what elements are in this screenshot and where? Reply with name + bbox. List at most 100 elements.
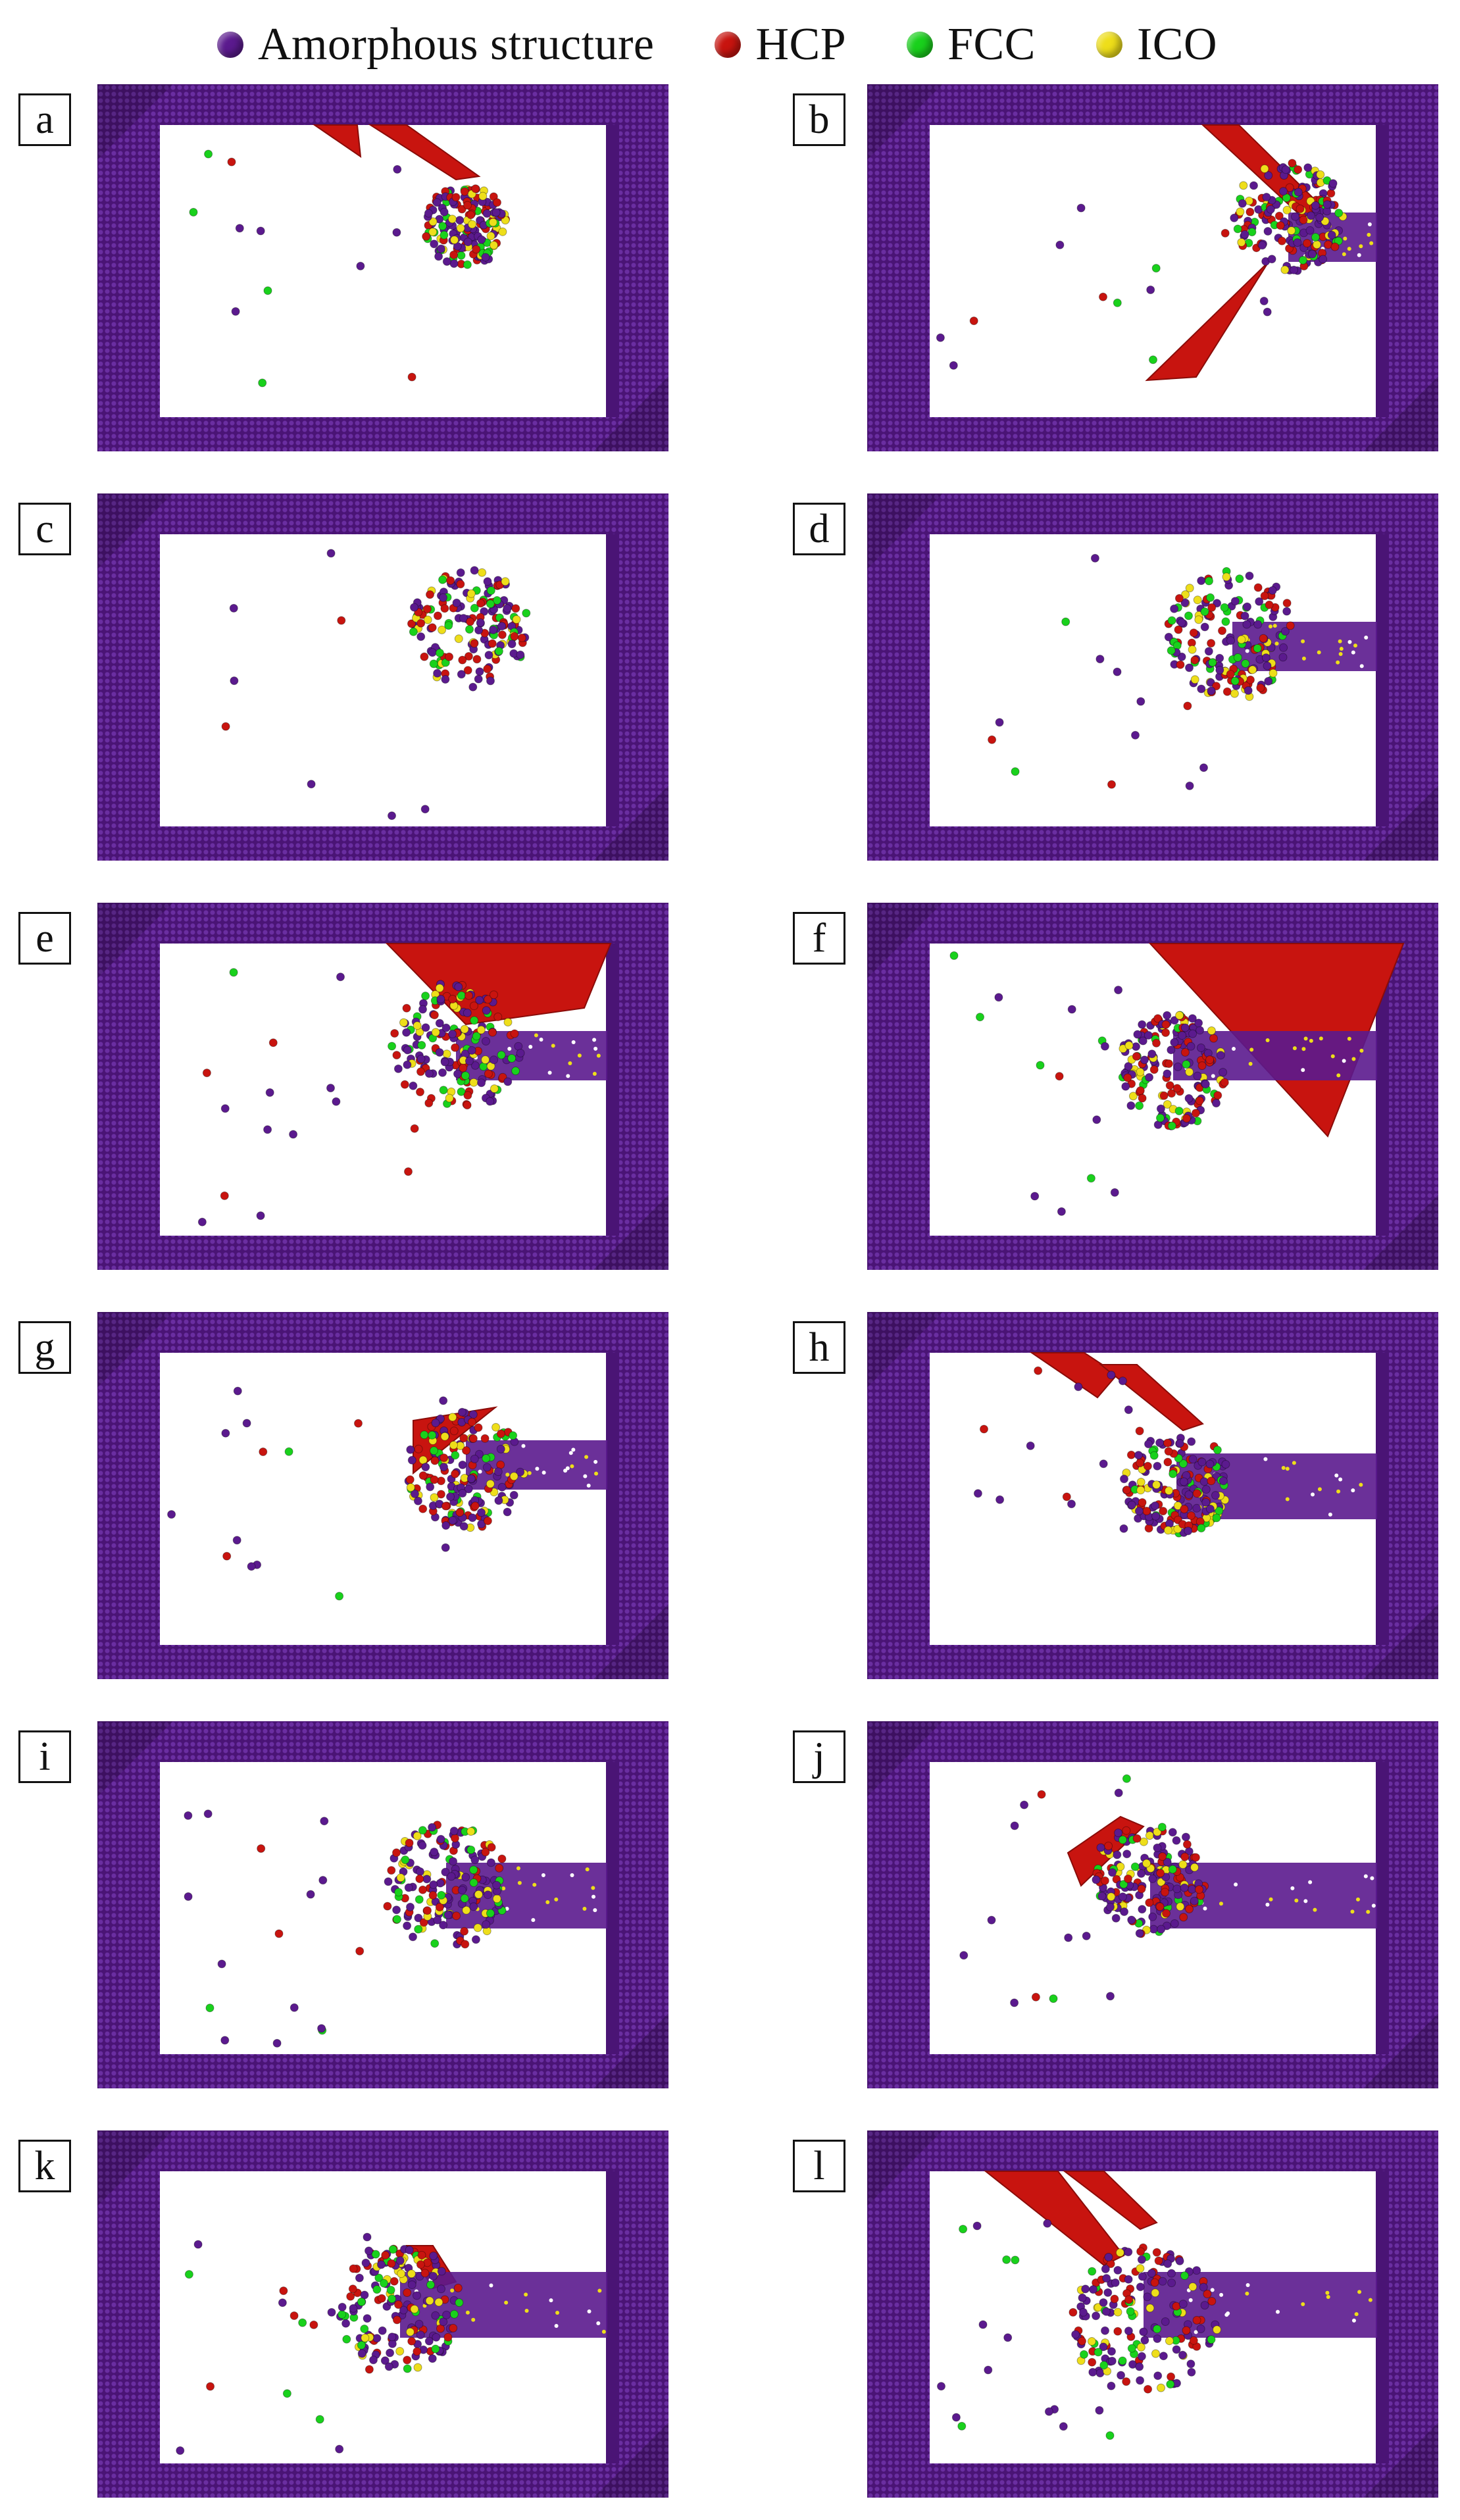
- cluster-atom: [1207, 686, 1216, 695]
- scattered-atom: [229, 603, 238, 613]
- cluster-atom: [386, 2348, 395, 2357]
- scattered-atom: [410, 1124, 419, 1133]
- cluster-atom: [1180, 1047, 1190, 1057]
- cluster-atom: [1143, 2292, 1152, 2302]
- cluster-atom: [448, 1030, 457, 1038]
- cluster-atom: [1200, 622, 1209, 632]
- cluster-atom: [516, 1467, 525, 1476]
- cluster-atom: [1185, 663, 1194, 672]
- cluster-atom: [1256, 683, 1265, 692]
- cluster-atom: [1175, 1011, 1184, 1020]
- cluster-atom: [468, 1513, 477, 1523]
- cluster-atom: [453, 1069, 462, 1078]
- cluster-atom: [1196, 1044, 1205, 1052]
- cluster-atom: [1213, 1091, 1222, 1100]
- ico-atom: [1350, 1909, 1355, 1914]
- cluster-atom: [1253, 583, 1263, 592]
- cluster-atom: [466, 617, 475, 626]
- ico-atom: [541, 1873, 545, 1878]
- ico-atom: [585, 1867, 590, 1872]
- cluster-atom: [392, 1848, 401, 1857]
- cluster-atom: [416, 1055, 426, 1063]
- ico-atom: [1347, 640, 1352, 644]
- cluster-atom: [424, 1099, 434, 1107]
- cluster-atom: [1248, 665, 1257, 674]
- cluster-atom: [422, 605, 432, 614]
- cluster-atom: [1118, 1892, 1127, 1902]
- cluster-atom: [416, 618, 426, 628]
- cluster-atom: [338, 2302, 347, 2311]
- cluster-atom: [1188, 1455, 1197, 1464]
- cluster-atom: [1168, 1828, 1177, 1837]
- cluster-atom: [510, 632, 519, 641]
- cluster-atom: [409, 1932, 417, 1942]
- cluster-atom: [1194, 615, 1203, 624]
- cluster-atom: [1196, 1026, 1205, 1035]
- scattered-atom: [1122, 1774, 1131, 1783]
- ico-atom: [1234, 1882, 1238, 1887]
- scattered-atom: [363, 2232, 372, 2242]
- cluster-atom: [1161, 1028, 1171, 1037]
- scattered-atom: [1199, 763, 1208, 772]
- cluster-atom: [486, 1097, 495, 1106]
- cluster-atom: [1246, 207, 1255, 216]
- scattered-atom: [1099, 1459, 1108, 1469]
- cluster-atom: [477, 1519, 486, 1528]
- cluster-atom: [418, 1885, 427, 1894]
- ico-atom: [1347, 247, 1351, 251]
- substrate-edge: [606, 1762, 619, 2054]
- cluster-atom: [1132, 1052, 1141, 1061]
- ico-atom: [1366, 1909, 1371, 1914]
- cluster-atom: [457, 991, 466, 1000]
- cluster-atom: [1197, 1457, 1207, 1467]
- ico-atom: [594, 1471, 599, 1476]
- cluster-atom: [1187, 2367, 1196, 2377]
- cluster-atom: [459, 1063, 468, 1072]
- cluster-atom: [1156, 1869, 1165, 1878]
- legend-item-amorphous: Amorphous structure: [217, 18, 654, 71]
- scattered-atom: [1113, 667, 1122, 676]
- scattered-atom: [189, 208, 198, 216]
- cluster-atom: [442, 1049, 451, 1059]
- cluster-atom: [1148, 1874, 1157, 1883]
- cluster-atom: [1095, 2369, 1105, 2378]
- cluster-atom: [1155, 1902, 1165, 1911]
- cluster-atom: [420, 1430, 429, 1440]
- cluster-atom: [1263, 661, 1272, 670]
- ico-atom: [1308, 1880, 1313, 1884]
- cluster-atom: [1069, 2307, 1078, 2317]
- cluster-atom: [477, 235, 486, 244]
- cluster-atom: [1107, 2356, 1117, 2365]
- cluster-atom: [1177, 618, 1186, 627]
- cluster-atom: [456, 580, 465, 589]
- cluster-atom: [1334, 209, 1344, 218]
- cluster-atom: [1187, 1437, 1196, 1446]
- scattered-atom: [388, 811, 396, 820]
- cluster-atom: [363, 2314, 372, 2323]
- ico-atom: [1351, 1057, 1356, 1061]
- substrate-edge: [1376, 534, 1389, 826]
- ico-atom: [1325, 2290, 1330, 2295]
- cluster-atom: [1189, 2336, 1198, 2345]
- ico-atom: [1272, 624, 1277, 628]
- scattered-atom: [969, 316, 978, 326]
- cluster-atom: [497, 1854, 507, 1863]
- cluster-atom: [1174, 593, 1184, 603]
- cluster-atom: [1106, 1902, 1115, 1911]
- legend-item-ico: ICO: [1095, 18, 1217, 71]
- scattered-atom: [976, 1013, 984, 1022]
- cluster-atom: [1080, 2350, 1088, 2359]
- cluster-atom: [1258, 241, 1267, 250]
- cluster-atom: [1306, 211, 1315, 220]
- cluster-atom: [1149, 1065, 1159, 1074]
- cluster-atom: [1190, 1896, 1199, 1905]
- cluster-atom: [404, 1883, 413, 1892]
- cluster-atom: [1156, 1104, 1165, 1113]
- cluster-atom: [484, 651, 493, 660]
- scattered-atom: [1110, 1188, 1119, 1197]
- scattered-atom: [176, 2446, 185, 2455]
- ico-atom: [545, 1900, 550, 1904]
- scattered-atom: [1134, 1507, 1144, 1515]
- cluster-atom: [516, 1049, 525, 1058]
- substrate-edge: [1376, 125, 1389, 417]
